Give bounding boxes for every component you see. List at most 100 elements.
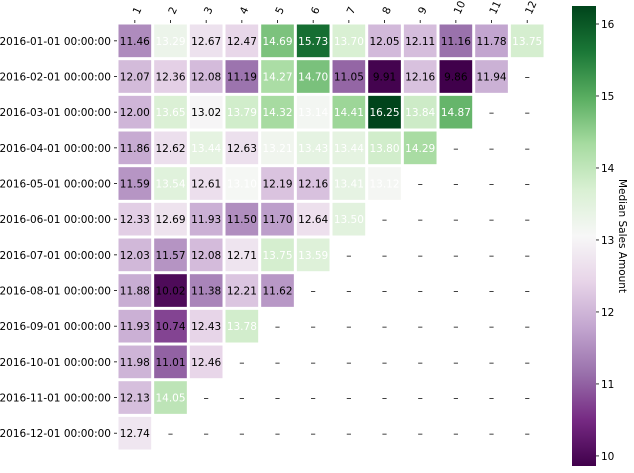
cell-label: –	[382, 428, 387, 440]
cell-label: –	[311, 357, 316, 369]
cell-label: 13.44	[191, 143, 221, 155]
cell-label: –	[489, 393, 494, 405]
cell-label: 11.78	[477, 36, 507, 48]
cell-label: –	[525, 357, 530, 369]
cell-label: –	[489, 107, 494, 119]
cell-label: 11.16	[441, 36, 471, 48]
cell-label: 13.50	[334, 214, 364, 226]
cell-label: –	[525, 286, 530, 298]
heatmap-cell	[225, 202, 259, 236]
cell-label: –	[382, 357, 387, 369]
cell-label: 9.91	[373, 72, 396, 84]
cell-label: –	[418, 428, 423, 440]
cell-label: 12.43	[191, 321, 221, 333]
colorbar-tick-label: 14	[601, 163, 615, 175]
cell-label: –	[275, 428, 280, 440]
heatmap-cell	[368, 60, 401, 93]
cell-label: 14.27	[262, 72, 292, 84]
heatmap-cell	[118, 60, 152, 93]
heatmap-cell	[118, 167, 152, 200]
x-tick-label: 3	[202, 5, 216, 16]
heatmap-cell	[225, 238, 259, 272]
heatmap-cell	[225, 274, 259, 307]
cell-label: 10.02	[155, 286, 185, 298]
heatmap-cell	[154, 345, 187, 379]
heatmap-cell	[154, 131, 187, 165]
cell-label: 11.59	[120, 179, 150, 191]
cell-label: 12.69	[155, 214, 185, 226]
x-tick-label: 5	[273, 5, 287, 16]
heatmap-cell	[261, 24, 294, 58]
cell-label: 13.78	[227, 321, 257, 333]
heatmap-cell	[189, 238, 223, 272]
cell-label: 12.71	[227, 250, 257, 262]
cell-label: –	[418, 286, 423, 298]
heatmap-cell	[475, 24, 508, 58]
heatmap-cell	[296, 24, 330, 58]
colorbar-tick-label: 12	[601, 307, 614, 319]
cell-label: 12.03	[120, 250, 150, 262]
cell-label: –	[453, 428, 458, 440]
heatmap-cell	[261, 274, 294, 307]
cell-label: –	[525, 107, 530, 119]
cell-label: –	[311, 428, 316, 440]
cell-label: –	[418, 357, 423, 369]
cell-label: 12.05	[369, 36, 399, 48]
cell-label: 11.70	[262, 214, 292, 226]
cell-label: 12.19	[262, 179, 292, 191]
cell-label: –	[275, 321, 280, 333]
heatmap-cell	[118, 381, 152, 414]
cell-label: 11.62	[262, 286, 292, 298]
heatmap-cell	[225, 95, 259, 129]
cell-label: –	[489, 214, 494, 226]
cell-label: –	[346, 250, 351, 262]
cell-label: –	[525, 393, 530, 405]
x-tick-label: 7	[345, 5, 359, 16]
cell-label: –	[311, 321, 316, 333]
cell-label: 14.87	[441, 107, 471, 119]
cell-label: 14.41	[334, 107, 364, 119]
cell-label: –	[525, 428, 530, 440]
cell-label: 12.11	[405, 36, 435, 48]
cell-label: –	[311, 286, 316, 298]
cell-label: –	[489, 286, 494, 298]
cell-label: 9.86	[444, 72, 468, 84]
heatmap-cell	[261, 167, 294, 200]
heatmap-cell	[154, 95, 187, 129]
cell-label: 13.70	[334, 36, 364, 48]
cell-label: –	[525, 250, 530, 262]
cell-label: –	[525, 72, 530, 84]
y-tick-label: 2016-08-01 00:00:00	[0, 286, 111, 298]
cell-label: –	[275, 357, 280, 369]
heatmap-cell	[403, 95, 437, 129]
heatmap-cell	[296, 202, 330, 236]
heatmap-cell	[118, 238, 152, 272]
heatmap-cell	[118, 24, 152, 58]
cell-label: 12.47	[227, 36, 257, 48]
cell-label: –	[489, 143, 494, 155]
colorbar	[572, 6, 596, 466]
y-tick-label: 2016-01-01 00:00:00	[0, 36, 111, 48]
colorbar-tick-label: 11	[601, 379, 614, 391]
cell-label: –	[382, 321, 387, 333]
cell-label: –	[453, 393, 458, 405]
cell-label: 11.05	[334, 72, 364, 84]
heatmap-cell	[154, 309, 187, 343]
cell-label: 13.21	[262, 143, 292, 155]
heatmap-cell	[189, 345, 223, 379]
heatmap-cell	[118, 416, 152, 450]
cell-label: –	[346, 357, 351, 369]
x-tick-label: 4	[238, 5, 252, 16]
heatmap-cell	[118, 95, 152, 129]
cell-label: –	[204, 428, 209, 440]
cell-label: 12.63	[227, 143, 257, 155]
cell-label: –	[239, 357, 244, 369]
cell-label: 10.74	[155, 321, 185, 333]
heatmap-cell	[189, 309, 223, 343]
heatmap-cell	[225, 309, 259, 343]
heatmap-cell	[189, 131, 223, 165]
heatmap-cell	[154, 238, 187, 272]
cell-label: –	[275, 393, 280, 405]
heatmap-cell	[332, 131, 366, 165]
